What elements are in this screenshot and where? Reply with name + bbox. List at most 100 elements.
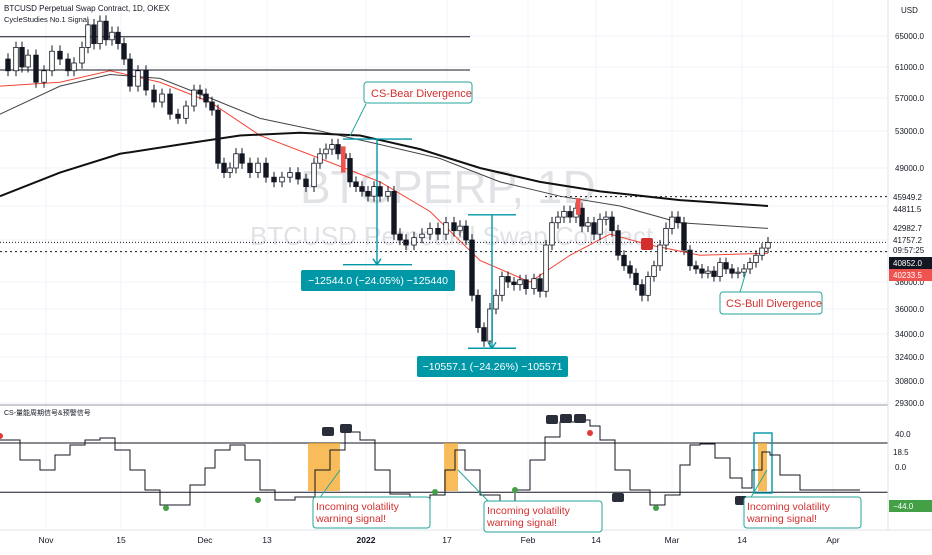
warning3-text: Incoming volatility bbox=[747, 501, 831, 513]
signal-tag bbox=[546, 415, 558, 424]
bear-candle bbox=[627, 265, 633, 274]
bear-candle bbox=[451, 222, 457, 232]
bear-divergence-callout[interactable]: CS-Bear Divergence bbox=[349, 81, 473, 137]
time-tick-label: Dec bbox=[197, 535, 213, 545]
bear-candle bbox=[681, 222, 687, 251]
bull-candle bbox=[227, 167, 233, 173]
bear-candle bbox=[609, 216, 615, 232]
bull-candle bbox=[735, 271, 741, 274]
price-tick-label: 61000.0 bbox=[895, 63, 924, 72]
bear-candle bbox=[197, 89, 203, 95]
bear-candle bbox=[239, 153, 245, 164]
bull-candle bbox=[585, 222, 591, 227]
time-tick-label: Apr bbox=[826, 535, 839, 545]
bear-candle bbox=[397, 233, 403, 241]
symbol-title: BTCUSD Perpetual Swap Contract, 1D, OKEX bbox=[4, 4, 170, 13]
warning2-box bbox=[483, 500, 603, 533]
price-tag-1-text: 45949.2 bbox=[893, 193, 922, 202]
bull-candle bbox=[25, 54, 31, 68]
bull-candle bbox=[411, 237, 417, 246]
bull-candle bbox=[287, 172, 293, 178]
indicator-tick-label: 40.0 bbox=[895, 430, 911, 439]
indicator-tag-low-text: −44.0 bbox=[893, 502, 914, 511]
warning3-text: warning signal! bbox=[746, 513, 817, 525]
bull-candle bbox=[549, 222, 555, 246]
bear-candle bbox=[33, 54, 39, 83]
bear-candle bbox=[591, 222, 597, 235]
candles bbox=[5, 15, 771, 347]
bear-candle bbox=[505, 276, 511, 283]
price-tag-current bbox=[889, 234, 932, 256]
bear-candle bbox=[435, 228, 441, 235]
bull-candle bbox=[443, 222, 449, 235]
warning1-pointer bbox=[318, 469, 341, 500]
bull-candle bbox=[543, 244, 549, 292]
bull-divergence-callout[interactable]: CS-Bull Divergence bbox=[719, 271, 823, 315]
measure1-box bbox=[301, 270, 455, 291]
price-tag-2-text: 44811.5 bbox=[893, 205, 922, 214]
bear-candle bbox=[353, 181, 359, 187]
measure2-label: −10557.1 (−24.26%) −105571 bbox=[423, 361, 563, 373]
price-tag-3 bbox=[889, 222, 932, 234]
warning2-pointer bbox=[457, 469, 491, 504]
bull-candle bbox=[329, 144, 335, 150]
bear-candle bbox=[5, 58, 11, 72]
bull-candle bbox=[385, 190, 391, 197]
highlight-candle bbox=[341, 146, 346, 173]
bear-candle bbox=[537, 278, 543, 292]
measure2-box bbox=[417, 356, 568, 377]
signal-tag bbox=[612, 493, 624, 502]
bear-candle bbox=[103, 20, 109, 41]
price-tag-6-text: 40233.5 bbox=[893, 271, 922, 280]
bear-candle bbox=[711, 270, 717, 277]
price-tick-label: 29300.0 bbox=[895, 399, 924, 408]
bear-candle bbox=[115, 31, 121, 44]
time-tick-label: 2022 bbox=[357, 535, 376, 545]
indicator-tag-value bbox=[889, 446, 932, 458]
time-tick-label: Feb bbox=[521, 535, 536, 545]
bear-candle bbox=[475, 294, 481, 329]
bull-candle bbox=[493, 294, 499, 310]
bull-candle bbox=[603, 216, 609, 220]
measure-tools[interactable]: −12544.0 (−24.05%) −125440 −10557.1 (−24.… bbox=[301, 138, 568, 377]
bear-candle bbox=[121, 43, 127, 60]
indicator-axis[interactable]: 40.0 0.0 bbox=[895, 430, 911, 472]
time-axis[interactable]: Nov 15 Dec 13 2022 17 Feb 14 Mar 14 Apr bbox=[38, 535, 839, 545]
price-tick-label: 34000.0 bbox=[895, 330, 924, 339]
bear-candle bbox=[469, 239, 475, 296]
bull-candle bbox=[759, 247, 765, 256]
indicator-label: CycleStudies No.1 Signal bbox=[4, 15, 89, 24]
bear-candle bbox=[127, 58, 133, 87]
bull-candle bbox=[427, 228, 433, 235]
price-tag-2 bbox=[889, 203, 932, 215]
bull-candle bbox=[233, 153, 239, 169]
signal-tag bbox=[560, 414, 572, 423]
bear-candle bbox=[729, 268, 735, 274]
bear-candle bbox=[579, 207, 585, 227]
warning3-box bbox=[743, 496, 862, 529]
price-tag-1 bbox=[889, 191, 932, 203]
bull-candle bbox=[79, 46, 85, 64]
indicator-title: CS-量能周期信号&预警信号 bbox=[4, 408, 91, 417]
ma-long-line bbox=[0, 131, 769, 207]
bear-divergence-text: CS-Bear Divergence bbox=[371, 88, 472, 100]
bull-candle bbox=[71, 62, 77, 72]
bear-candle bbox=[481, 327, 487, 342]
bull-candle bbox=[255, 162, 261, 173]
warning-highlight-box bbox=[753, 432, 773, 494]
price-tick-label: 30800.0 bbox=[895, 377, 924, 386]
bear-candle bbox=[463, 225, 469, 241]
bull-candle bbox=[13, 46, 19, 72]
warning1-text: warning signal! bbox=[315, 513, 386, 525]
price-tick-label: 32400.0 bbox=[895, 353, 924, 362]
bull-divergence-text: CS-Bull Divergence bbox=[726, 298, 822, 310]
bear-candle bbox=[621, 254, 627, 267]
bull-candle bbox=[765, 242, 771, 249]
warning1-box bbox=[312, 496, 431, 529]
price-tick-label: 38000.0 bbox=[895, 278, 924, 287]
price-axis[interactable]: 65000.061000.057000.053000.049000.045000… bbox=[895, 32, 924, 408]
bear-candle bbox=[403, 239, 409, 246]
bull-candle bbox=[159, 93, 165, 103]
bull-candle bbox=[741, 268, 747, 273]
